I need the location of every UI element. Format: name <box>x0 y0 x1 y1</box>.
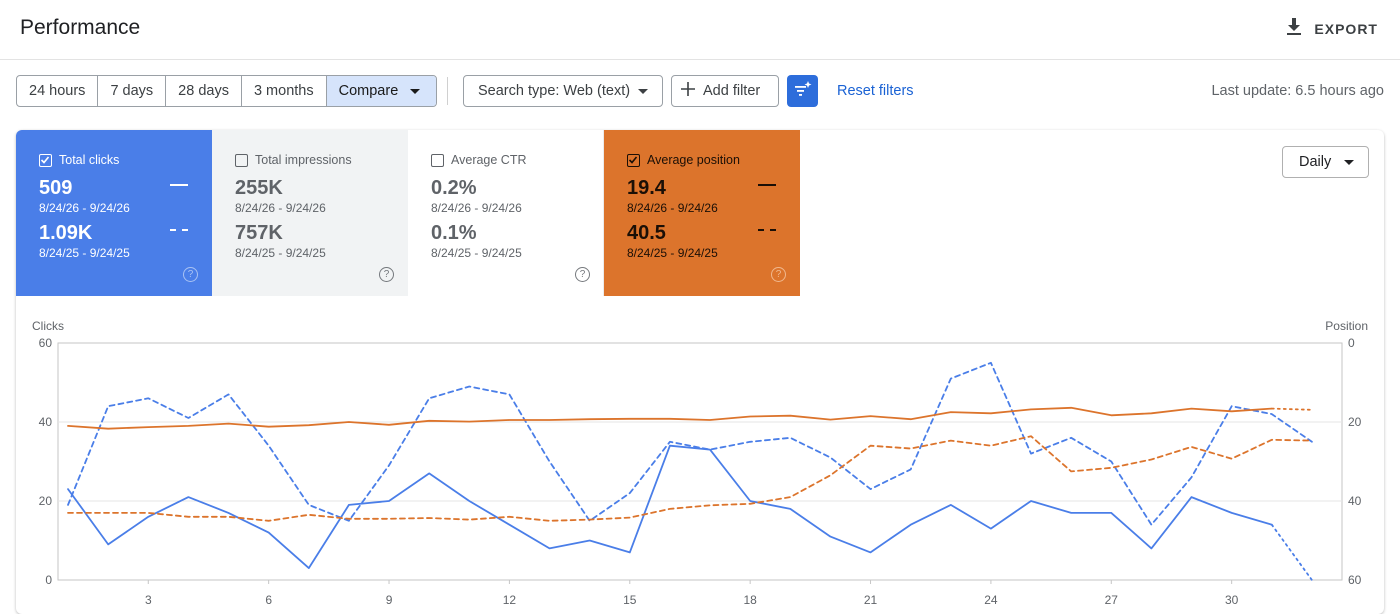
checkbox-checked-icon[interactable] <box>39 154 52 167</box>
metric-title: Average position <box>647 153 740 167</box>
left-axis-tick-label: 40 <box>39 415 53 429</box>
performance-panel: Total clicks 509 8/24/26 - 9/24/26 1.09K… <box>16 130 1384 614</box>
metric-value-current: 255K <box>235 177 283 199</box>
x-axis-tick-label: 27 <box>1105 593 1119 607</box>
series-line-position-previous <box>67 435 1313 522</box>
right-axis-tick-label: 0 <box>1348 336 1355 350</box>
right-axis-tick-label: 20 <box>1348 415 1362 429</box>
solid-line-legend-icon <box>758 184 776 186</box>
x-axis-tick-label: 24 <box>984 593 998 607</box>
metric-card-total-clicks[interactable]: Total clicks 509 8/24/26 - 9/24/26 1.09K… <box>16 130 212 296</box>
metric-value-previous: 1.09K <box>39 222 93 244</box>
left-axis-tick-label: 60 <box>39 336 53 350</box>
x-axis-tick-label: 15 <box>623 593 637 607</box>
metric-range-current: 8/24/26 - 9/24/26 <box>235 201 326 215</box>
date-range-selector: 24 hours 7 days 28 days 3 months Compare <box>16 75 438 107</box>
x-axis-tick-label: 30 <box>1225 593 1239 607</box>
metric-value-previous: 757K <box>235 222 283 244</box>
granularity-dropdown[interactable]: Daily <box>1282 146 1369 178</box>
search-type-label: Search type: Web (text) <box>478 83 631 99</box>
checkbox-unchecked-icon[interactable] <box>235 154 248 167</box>
compare-label: Compare <box>338 83 399 99</box>
last-update-text: Last update: 6.5 hours ago <box>1211 83 1384 99</box>
metric-range-previous: 8/24/25 - 9/24/25 <box>39 246 130 260</box>
left-axis-title: Clicks <box>32 319 64 333</box>
add-filter-button[interactable]: Add filter <box>671 75 779 107</box>
metric-card-average-ctr[interactable]: Average CTR 0.2% 8/24/26 - 9/24/26 0.1% … <box>408 130 604 296</box>
metric-card-total-impressions[interactable]: Total impressions 255K 8/24/26 - 9/24/26… <box>212 130 408 296</box>
chart-grid <box>57 342 1343 581</box>
reset-filters-link[interactable]: Reset filters <box>837 83 914 99</box>
series-line-position-current-partial <box>1270 407 1313 411</box>
x-axis-tick-label: 3 <box>145 593 152 607</box>
right-axis-title: Position <box>1325 319 1368 333</box>
plot-frame <box>57 342 1343 581</box>
page-title: Performance <box>20 16 141 39</box>
series-line-position-current <box>67 406 1273 430</box>
help-icon[interactable]: ? <box>771 267 786 282</box>
filter-sparkle-icon <box>794 80 812 102</box>
chart-ticks: 60 40 20 0 0 20 40 60 3 6 9 12 15 18 21 24 27 30 <box>39 336 1362 607</box>
metric-title: Total clicks <box>59 153 120 167</box>
right-axis-tick-label: 60 <box>1348 573 1362 587</box>
metric-card-average-position[interactable]: Average position 19.4 8/24/26 - 9/24/26 … <box>604 130 800 296</box>
dashed-line-legend-icon <box>758 229 776 231</box>
plus-icon <box>681 82 695 100</box>
caret-down-icon <box>1344 154 1354 170</box>
solid-line-legend-icon <box>170 184 188 186</box>
metric-range-current: 8/24/26 - 9/24/26 <box>627 201 718 215</box>
x-axis-tick-label: 9 <box>386 593 393 607</box>
metric-value-previous: 0.1% <box>431 222 477 244</box>
series-line-clicks-current-partial <box>1270 523 1313 581</box>
help-icon[interactable]: ? <box>379 267 394 282</box>
granularity-label: Daily <box>1299 154 1332 170</box>
range-28-days[interactable]: 28 days <box>166 76 242 106</box>
x-axis-tick-label: 12 <box>503 593 517 607</box>
performance-chart[interactable]: Clicks Position 60 40 20 0 0 20 40 60 3 6 9 12 15 18 2… <box>16 130 1384 614</box>
range-3-months[interactable]: 3 months <box>242 76 327 106</box>
x-axis-tick-label: 21 <box>864 593 878 607</box>
left-axis-tick-label: 20 <box>39 494 53 508</box>
metric-value-current: 19.4 <box>627 177 666 199</box>
dashed-line-legend-icon <box>170 229 188 231</box>
compare-dropdown[interactable]: Compare <box>326 76 437 106</box>
help-icon[interactable]: ? <box>183 267 198 282</box>
metric-value-previous: 40.5 <box>627 222 666 244</box>
search-type-dropdown[interactable]: Search type: Web (text) <box>463 75 663 107</box>
left-axis-tick-label: 0 <box>45 573 52 587</box>
x-axis-tick-label: 6 <box>265 593 272 607</box>
download-icon <box>1286 17 1302 41</box>
right-axis-tick-label: 40 <box>1348 494 1362 508</box>
chart-lines <box>67 361 1313 581</box>
metric-range-previous: 8/24/25 - 9/24/25 <box>431 246 522 260</box>
metric-range-previous: 8/24/25 - 9/24/25 <box>627 246 718 260</box>
range-7-days[interactable]: 7 days <box>98 76 167 106</box>
help-icon[interactable]: ? <box>575 267 590 282</box>
series-line-clicks-current <box>67 444 1273 570</box>
caret-down-icon <box>638 83 648 99</box>
caret-down-icon <box>410 83 421 99</box>
metric-value-current: 0.2% <box>431 177 477 199</box>
header: Performance EXPORT <box>0 0 1400 60</box>
x-axis-tick-label: 18 <box>743 593 757 607</box>
metric-title: Average CTR <box>451 153 527 167</box>
range-24-hours[interactable]: 24 hours <box>17 76 99 106</box>
metric-range-previous: 8/24/25 - 9/24/25 <box>235 246 326 260</box>
checkbox-checked-icon[interactable] <box>627 154 640 167</box>
series-line-clicks-previous <box>67 361 1313 526</box>
metric-range-current: 8/24/26 - 9/24/26 <box>431 201 522 215</box>
metric-range-current: 8/24/26 - 9/24/26 <box>39 201 130 215</box>
checkbox-unchecked-icon[interactable] <box>431 154 444 167</box>
filter-options-button[interactable] <box>787 75 818 107</box>
metric-title: Total impressions <box>255 153 352 167</box>
metric-value-current: 509 <box>39 177 73 199</box>
toolbar: 24 hours 7 days 28 days 3 months Compare… <box>0 75 1400 107</box>
toolbar-divider <box>447 77 448 105</box>
add-filter-label: Add filter <box>703 83 761 99</box>
export-label: EXPORT <box>1314 21 1378 37</box>
export-button[interactable]: EXPORT <box>1286 16 1378 42</box>
